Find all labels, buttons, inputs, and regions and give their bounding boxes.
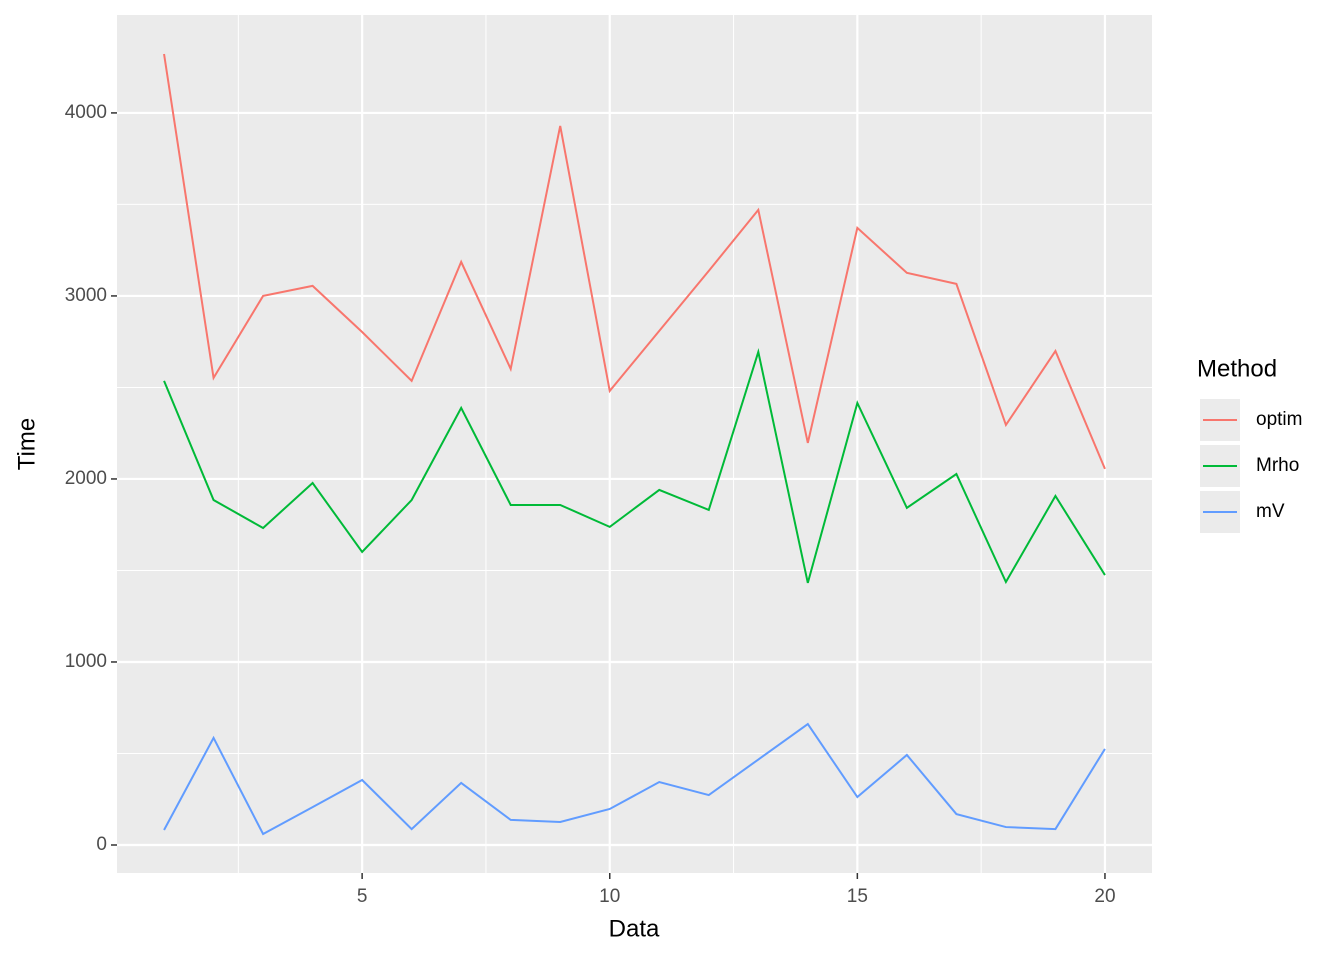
x-tick-label: 10 [599,886,620,907]
x-tick-label: 15 [847,886,868,907]
y-tick-label: 1000 [65,651,107,672]
series-line [163,722,1106,836]
series-line [163,53,1106,470]
x-axis-title: Data [609,915,660,942]
legend-label: Mrho [1256,455,1299,476]
y-tick-label: 2000 [65,468,107,489]
y-tick-label: 3000 [65,285,107,306]
legend-label: optim [1256,409,1302,430]
y-tick-label: 0 [96,834,107,855]
legend-title: Method [1197,355,1277,382]
legend-label: mV [1256,501,1285,522]
x-tick-label: 5 [357,886,368,907]
x-tick-label: 20 [1094,886,1115,907]
y-axis-title: Time [13,418,40,470]
plot-panel [117,15,1152,873]
y-tick-label: 4000 [65,102,107,123]
series-line [163,348,1106,585]
